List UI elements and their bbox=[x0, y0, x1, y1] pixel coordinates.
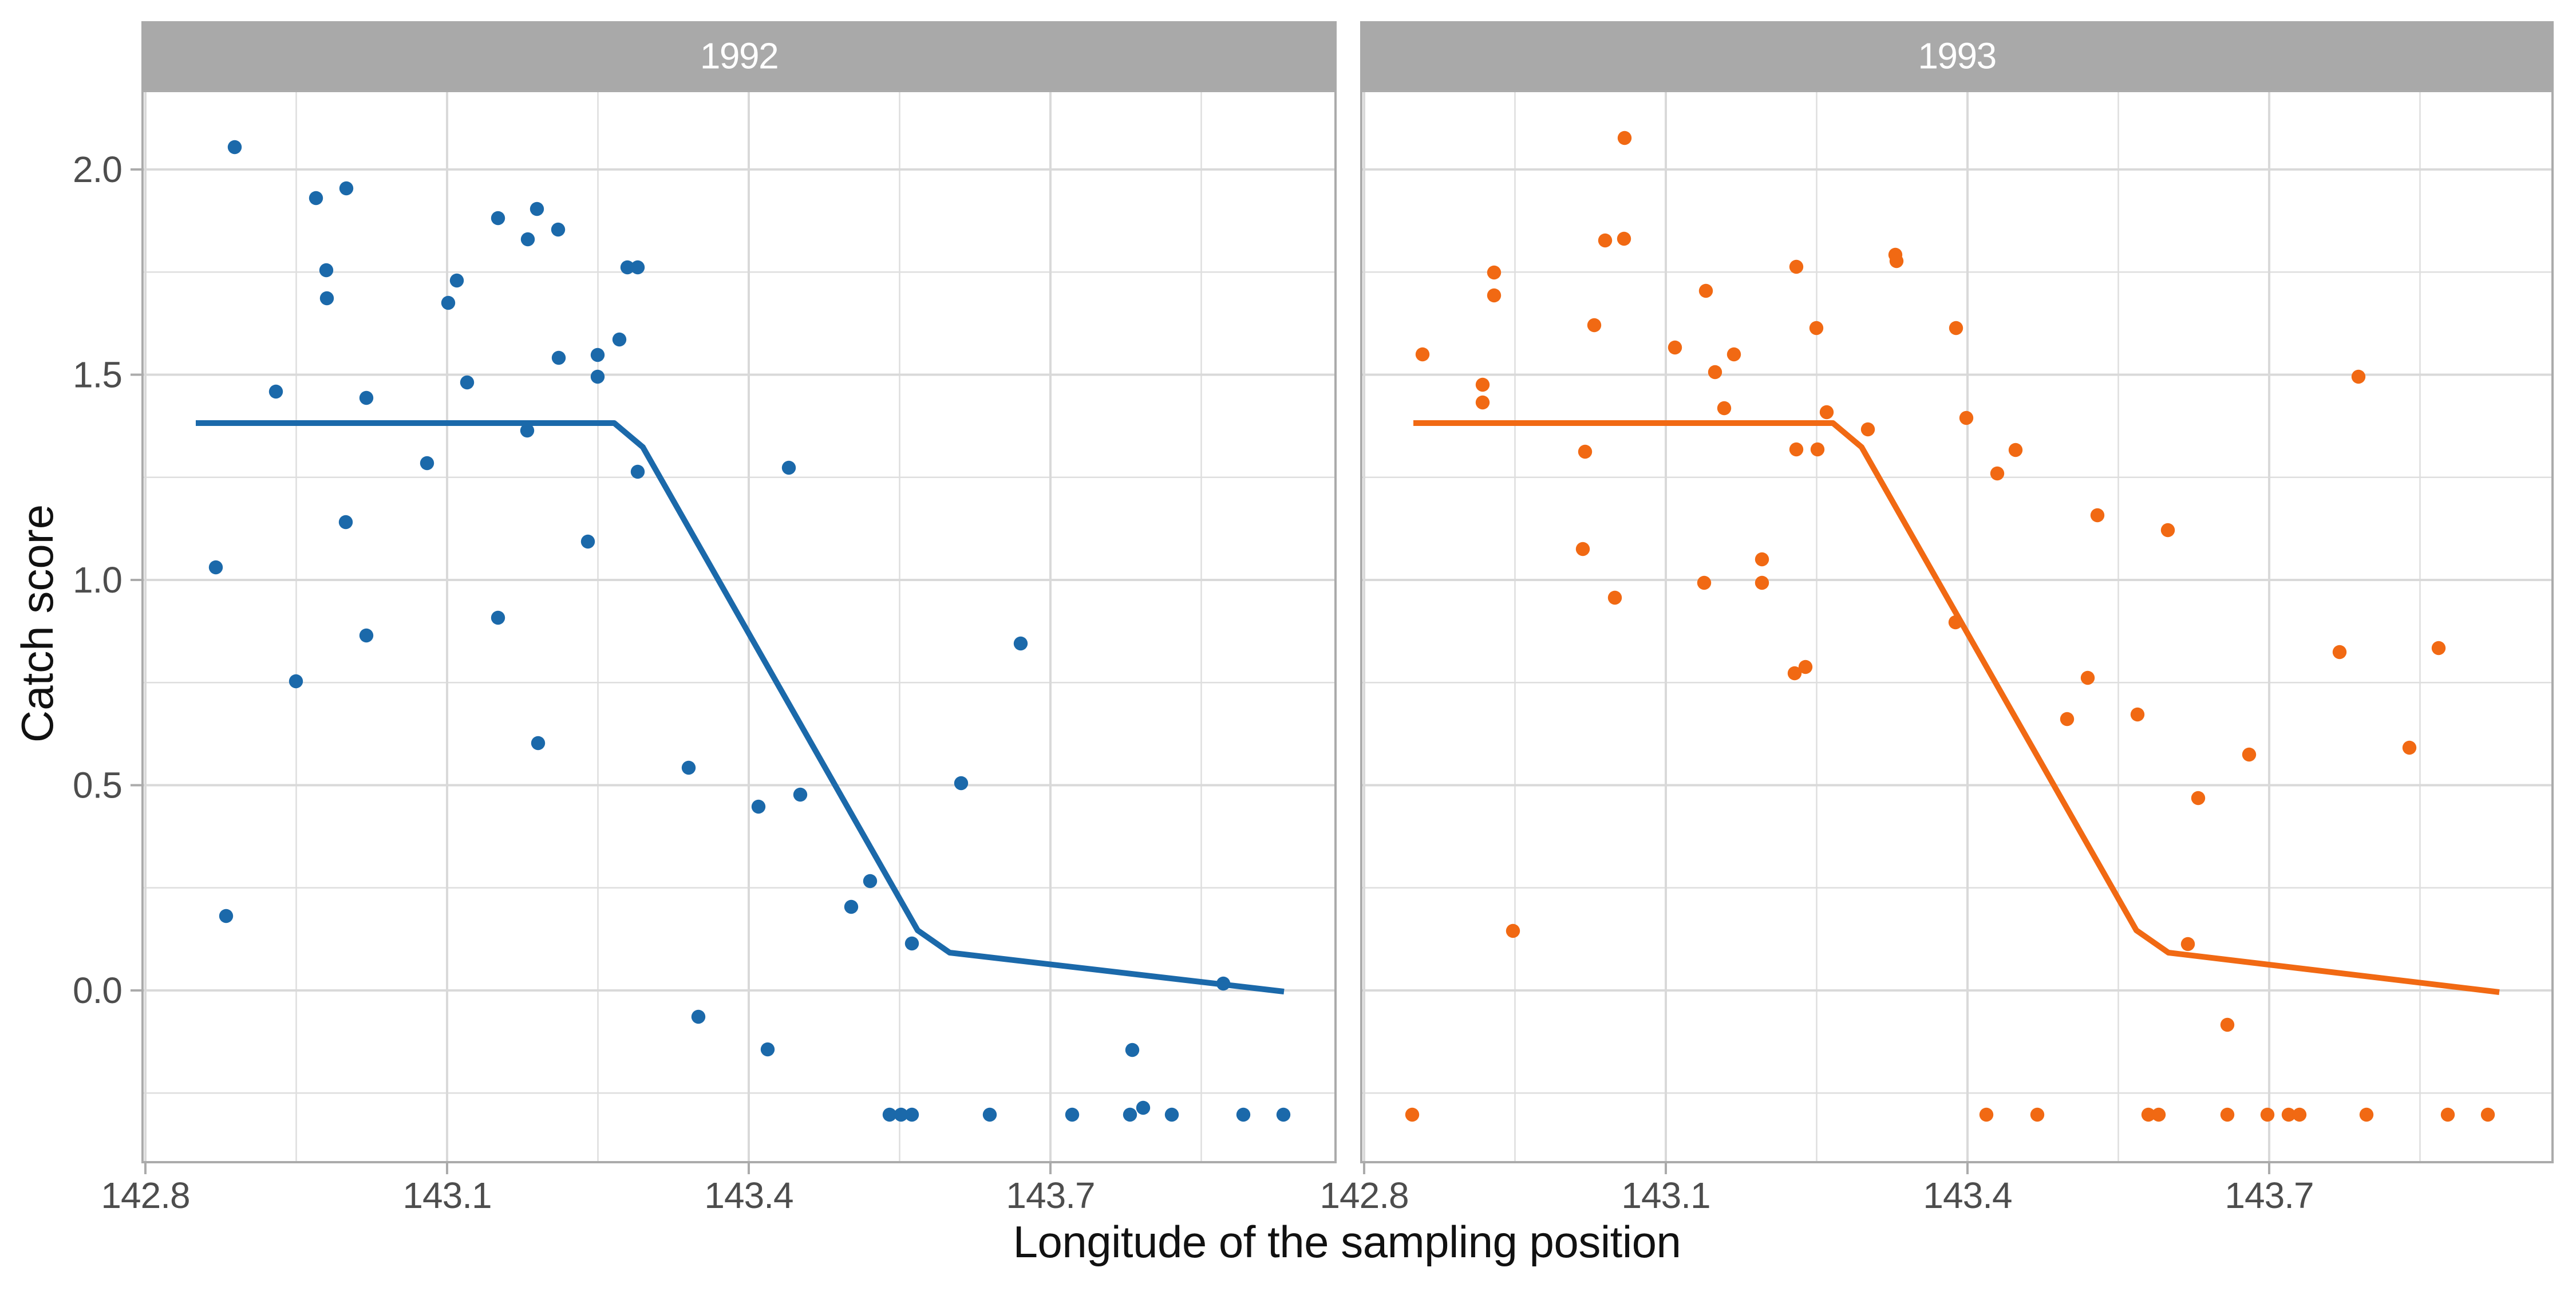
svg-text:1993: 1993 bbox=[1918, 35, 1996, 77]
svg-text:142.8: 142.8 bbox=[101, 1175, 189, 1216]
svg-text:142.8: 142.8 bbox=[1319, 1175, 1408, 1216]
svg-text:1992: 1992 bbox=[700, 35, 778, 77]
svg-text:143.4: 143.4 bbox=[1923, 1175, 2012, 1216]
svg-text:143.7: 143.7 bbox=[2225, 1175, 2313, 1216]
svg-text:143.7: 143.7 bbox=[1006, 1175, 1095, 1216]
svg-text:Longitude of the sampling posi: Longitude of the sampling position bbox=[1013, 1217, 1681, 1267]
svg-text:0.0: 0.0 bbox=[73, 970, 122, 1011]
svg-text:1.0: 1.0 bbox=[73, 559, 122, 601]
svg-text:143.1: 143.1 bbox=[402, 1175, 491, 1216]
svg-text:143.4: 143.4 bbox=[704, 1175, 793, 1216]
svg-text:143.1: 143.1 bbox=[1621, 1175, 1710, 1216]
svg-text:0.5: 0.5 bbox=[73, 765, 122, 806]
svg-text:Catch score: Catch score bbox=[12, 504, 62, 743]
svg-text:1.5: 1.5 bbox=[73, 354, 122, 396]
svg-text:2.0: 2.0 bbox=[73, 149, 122, 190]
